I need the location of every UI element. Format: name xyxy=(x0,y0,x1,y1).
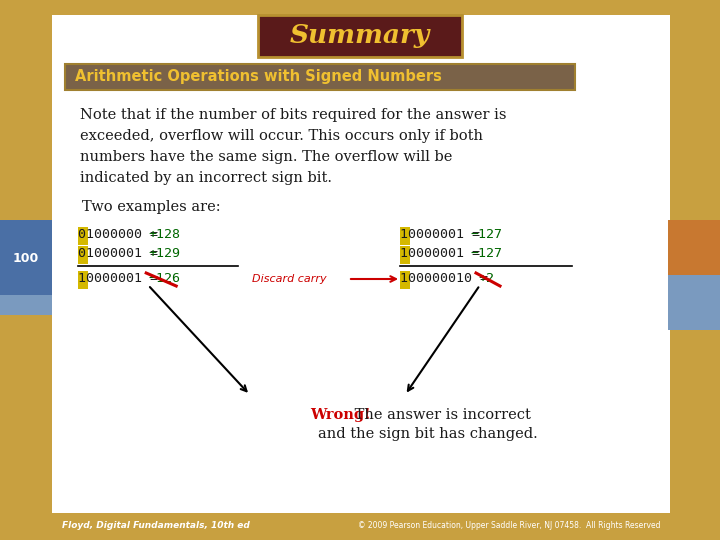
Text: −126: −126 xyxy=(148,272,180,285)
Bar xyxy=(0,295,52,315)
Bar xyxy=(78,271,88,289)
Bar xyxy=(0,220,52,295)
Text: exceeded, overflow will occur. This occurs only if both: exceeded, overflow will occur. This occu… xyxy=(80,129,483,143)
Bar xyxy=(258,15,462,57)
Text: © 2009 Pearson Education, Upper Saddle River, NJ 07458.  All Rights Reserved: © 2009 Pearson Education, Upper Saddle R… xyxy=(358,522,660,530)
Text: The answer is incorrect: The answer is incorrect xyxy=(350,408,531,422)
Text: 01000001 =: 01000001 = xyxy=(78,247,166,260)
Text: 100000010 =: 100000010 = xyxy=(400,272,496,285)
Text: +129: +129 xyxy=(148,247,180,260)
Text: Floyd, Digital Fundamentals, 10th ed: Floyd, Digital Fundamentals, 10th ed xyxy=(62,522,250,530)
Text: −127: −127 xyxy=(470,247,503,260)
Text: 100: 100 xyxy=(13,252,39,265)
Bar xyxy=(78,227,88,245)
Text: Summary: Summary xyxy=(290,24,430,49)
Bar xyxy=(400,227,410,245)
Text: +128: +128 xyxy=(148,228,180,241)
Text: Note that if the number of bits required for the answer is: Note that if the number of bits required… xyxy=(80,108,506,122)
Bar xyxy=(668,275,720,330)
Text: −127: −127 xyxy=(470,228,503,241)
Text: 10000001 =: 10000001 = xyxy=(400,228,488,241)
Text: Two examples are:: Two examples are: xyxy=(82,200,220,214)
Bar xyxy=(400,246,410,264)
Text: indicated by an incorrect sign bit.: indicated by an incorrect sign bit. xyxy=(80,171,332,185)
Text: Discard carry: Discard carry xyxy=(252,274,327,284)
Bar xyxy=(52,513,670,540)
Text: Arithmetic Operations with Signed Numbers: Arithmetic Operations with Signed Number… xyxy=(75,70,442,84)
Bar xyxy=(65,64,575,90)
Bar xyxy=(400,271,410,289)
Text: and the sign bit has changed.: and the sign bit has changed. xyxy=(318,427,538,441)
Bar xyxy=(52,15,670,513)
Text: 10000001 =: 10000001 = xyxy=(78,272,166,285)
Bar xyxy=(78,246,88,264)
Text: +2: +2 xyxy=(478,272,494,285)
Text: 01000000 =: 01000000 = xyxy=(78,228,166,241)
Text: numbers have the same sign. The overflow will be: numbers have the same sign. The overflow… xyxy=(80,150,452,164)
Bar xyxy=(668,220,720,275)
Text: 10000001 =: 10000001 = xyxy=(400,247,488,260)
Text: Wrong!: Wrong! xyxy=(310,408,371,422)
